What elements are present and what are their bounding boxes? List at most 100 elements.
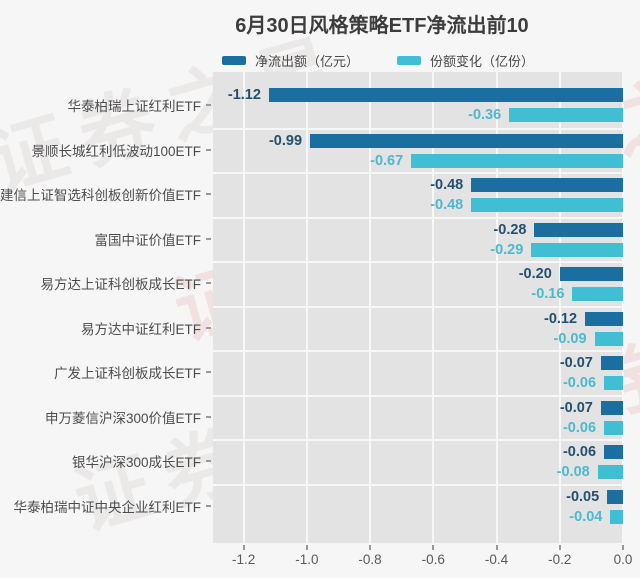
x-tick-icon — [495, 545, 498, 550]
bar-value-label: -0.07 — [559, 399, 593, 416]
bar-group-row: -0.48 -0.48 — [213, 172, 624, 217]
x-tick-label: -1.2 — [231, 552, 256, 567]
share-change-bar[interactable] — [597, 465, 623, 480]
share-change-bar[interactable] — [411, 153, 623, 168]
category-label: 广发上证科创板成长ETF — [54, 366, 201, 382]
bar-value-label: -0.99 — [268, 132, 303, 149]
bar-group-row: -0.28 -0.29 — [213, 216, 624, 262]
category-label-row: 申万菱信沪深300价值ETF — [0, 395, 213, 440]
bar-value-label: -0.06 — [562, 444, 597, 461]
bar-group-row: -0.07 -0.06 — [213, 350, 624, 395]
gridline — [622, 72, 624, 543]
y-tick-icon — [206, 148, 211, 151]
share-change-bar[interactable] — [610, 509, 623, 524]
bar-value-label: -0.48 — [430, 197, 464, 214]
bar-group-row: -0.12 -0.09 — [213, 305, 624, 351]
y-tick-icon — [206, 371, 211, 374]
legend-label-share-change: 份额变化（亿份） — [430, 54, 535, 69]
gridline — [242, 72, 245, 543]
share-change-bar[interactable] — [604, 420, 623, 435]
bar-group-row: -0.05 -0.04 — [213, 483, 624, 529]
share-change-bar[interactable] — [531, 242, 623, 257]
bar-value-label: -0.12 — [544, 310, 578, 327]
x-tick-icon — [622, 545, 624, 550]
bar-value-label: -0.06 — [562, 375, 597, 392]
y-tick-icon — [206, 282, 211, 285]
bar-group-row: -0.07 -0.06 — [213, 394, 624, 440]
bar-value-label: -0.67 — [370, 152, 404, 169]
category-label-row: 景顺长城红利低波动100ETF — [0, 128, 213, 173]
bar-group-row: -0.20 -0.16 — [213, 261, 624, 306]
bar-group-row: -0.99 -0.67 — [213, 127, 624, 173]
x-tick-icon — [432, 545, 435, 550]
y-tick-icon — [206, 504, 211, 507]
bar-value-label: -0.08 — [556, 464, 590, 481]
net-outflow-bar[interactable] — [534, 222, 623, 237]
net-outflow-bar[interactable] — [268, 88, 623, 103]
net-outflow-bar[interactable] — [600, 400, 623, 415]
net-outflow-bar[interactable] — [604, 445, 623, 460]
plot-area: -1.12 -0.36 -0.99 -0.67 -0.48 -0.48 -0.28 -0.29… — [213, 72, 624, 543]
net-outflow-bar[interactable] — [310, 133, 623, 148]
legend: 净流出额（亿元） 份额变化（亿份） — [58, 51, 640, 70]
bar-value-label: -0.05 — [566, 488, 600, 505]
net-outflow-bar[interactable] — [585, 311, 623, 326]
legend-item-share-change[interactable]: 份额变化（亿份） — [397, 51, 534, 70]
category-label: 银华沪深300成长ETF — [71, 455, 201, 471]
bar-group-row: -0.06 -0.08 — [213, 439, 624, 484]
net-outflow-bar[interactable] — [559, 267, 623, 282]
category-label: 建信上证智选科创板创新价值ETF — [0, 188, 201, 204]
x-tick-label: 0.0 — [613, 552, 633, 567]
y-tick-icon — [206, 460, 211, 463]
x-tick-icon — [305, 545, 308, 550]
gridline — [495, 72, 498, 543]
bar-value-label: -1.12 — [227, 87, 261, 104]
y-axis-labels: 华泰柏瑞上证红利ETF 景顺长城红利低波动100ETF 建信上证智选科创板创新价值E… — [0, 72, 213, 528]
x-tick-label: -0.2 — [548, 552, 572, 567]
x-tick-label: -0.6 — [421, 552, 445, 567]
bar-group-row: -1.12 -0.36 — [213, 83, 624, 128]
share-change-bar[interactable] — [594, 331, 623, 346]
y-tick-icon — [206, 415, 211, 418]
legend-label-net-outflow: 净流出额（亿元） — [254, 54, 359, 69]
category-label-row: 广发上证科创板成长ETF — [0, 350, 213, 395]
net-outflow-bar[interactable] — [471, 178, 623, 193]
bar-value-label: -0.29 — [490, 241, 524, 258]
x-tick-label: -0.4 — [484, 552, 509, 567]
bar-value-label: -0.48 — [430, 177, 464, 194]
category-label-row: 华泰柏瑞上证红利ETF — [0, 83, 213, 128]
share-change-bar[interactable] — [604, 376, 623, 391]
category-label: 易方达中证红利ETF — [81, 321, 201, 337]
x-tick-label: -1.0 — [295, 552, 319, 567]
share-change-bar[interactable] — [471, 198, 623, 213]
net-outflow-bar[interactable] — [600, 356, 623, 371]
net-outflow-bar[interactable] — [607, 489, 623, 504]
category-label-row: 华泰柏瑞中证中央企业红利ETF — [0, 484, 213, 529]
legend-swatch-share-change-icon — [397, 56, 421, 65]
share-change-bar[interactable] — [572, 287, 623, 302]
x-tick-label: -0.8 — [358, 552, 382, 567]
bar-value-label: -0.09 — [553, 330, 587, 347]
x-tick-icon — [369, 545, 372, 550]
bar-value-label: -0.07 — [559, 355, 593, 372]
share-change-bar[interactable] — [509, 108, 623, 123]
gridline — [369, 72, 372, 543]
y-tick-icon — [206, 193, 211, 196]
y-tick-icon — [206, 237, 211, 240]
category-label-row: 富国中证价值ETF — [0, 217, 213, 262]
category-label: 富国中证价值ETF — [94, 232, 202, 248]
bar-value-label: -0.20 — [518, 266, 552, 283]
category-label-row: 易方达上证科创板成长ETF — [0, 261, 213, 306]
category-label-row: 易方达中证红利ETF — [0, 306, 213, 351]
page-title: 6月30日风格策略ETF净流出前10 — [235, 15, 529, 37]
category-label-row: 建信上证智选科创板创新价值ETF — [0, 172, 213, 217]
legend-item-net-outflow[interactable]: 净流出额（亿元） — [221, 51, 359, 70]
x-axis: -1.2 -1.0 -0.8 -0.6 -0.4 -0.2 0.0 — [213, 543, 632, 573]
category-label: 易方达上证科创板成长ETF — [40, 277, 202, 293]
legend-swatch-net-outflow-icon — [221, 56, 246, 65]
category-label: 景顺长城红利低波动100ETF — [31, 143, 201, 159]
bar-value-label: -0.06 — [562, 419, 597, 436]
category-label: 华泰柏瑞中证中央企业红利ETF — [13, 499, 202, 515]
bar-value-label: -0.28 — [493, 221, 527, 238]
